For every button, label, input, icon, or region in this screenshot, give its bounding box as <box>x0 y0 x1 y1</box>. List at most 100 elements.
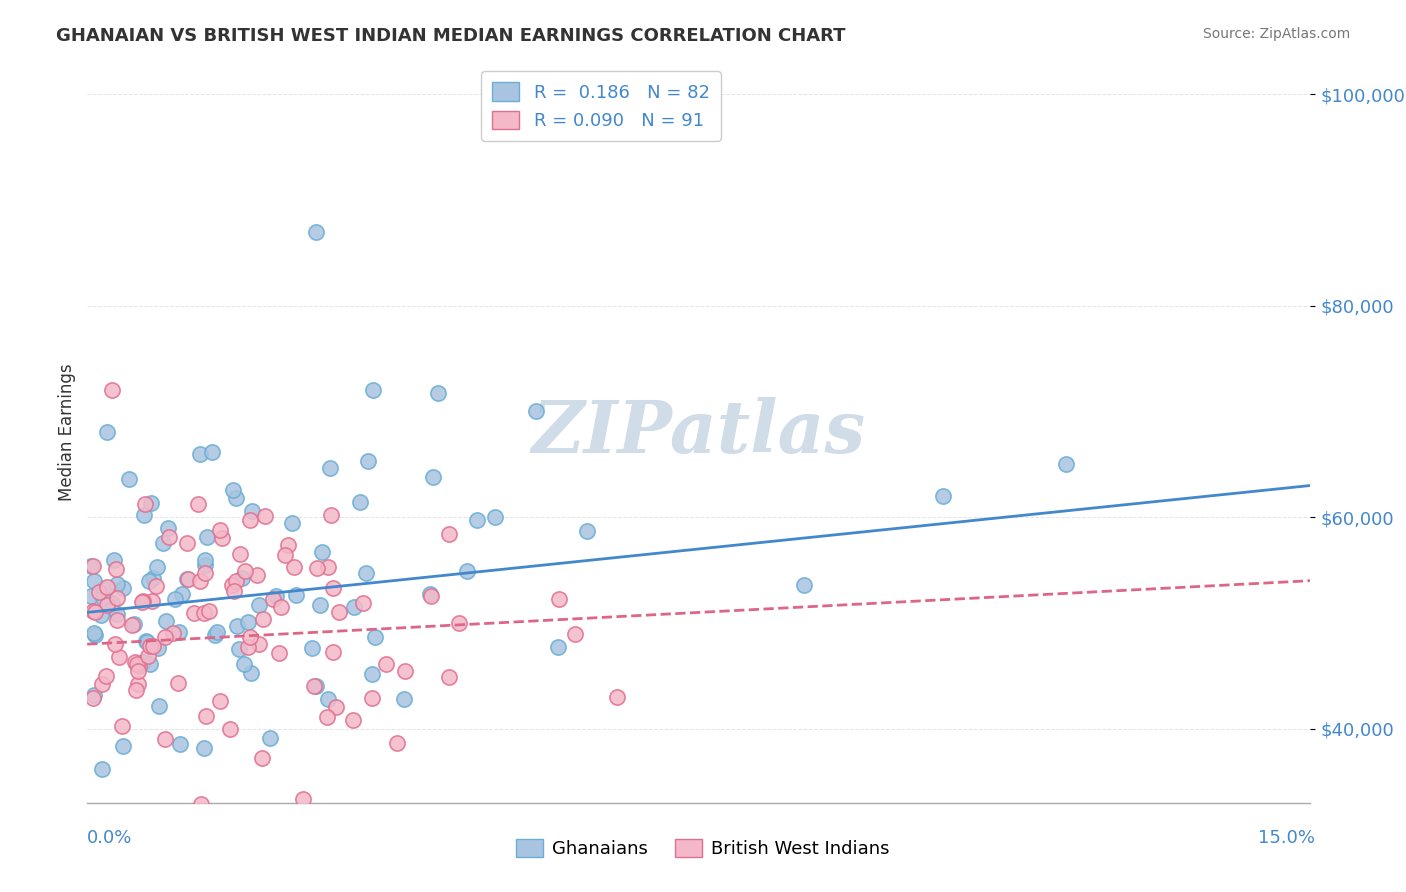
British West Indians <box>209 524 232 538</box>
British West Indians <box>477 840 499 855</box>
British West Indians <box>82 604 104 618</box>
British West Indians <box>125 657 148 671</box>
Ghanaians <box>349 495 371 509</box>
British West Indians <box>225 574 247 589</box>
Ghanaians <box>456 564 478 578</box>
British West Indians <box>127 664 149 678</box>
Ghanaians <box>138 574 160 589</box>
Ghanaians <box>231 571 253 585</box>
Ghanaians <box>188 447 211 461</box>
British West Indians <box>254 509 277 524</box>
British West Indians <box>374 657 396 671</box>
Ghanaians <box>194 553 217 567</box>
British West Indians <box>104 562 127 576</box>
Ghanaians <box>101 596 124 610</box>
British West Indians <box>193 606 215 620</box>
Text: Source: ZipAtlas.com: Source: ZipAtlas.com <box>1202 27 1350 41</box>
Ghanaians <box>103 553 125 567</box>
British West Indians <box>138 640 160 654</box>
Ghanaians <box>240 504 263 518</box>
Ghanaians <box>91 591 114 606</box>
British West Indians <box>153 630 176 644</box>
British West Indians <box>153 732 176 747</box>
British West Indians <box>229 547 252 561</box>
British West Indians <box>177 572 200 586</box>
British West Indians <box>87 585 110 599</box>
British West Indians <box>239 513 262 527</box>
British West Indians <box>247 637 270 651</box>
Legend: Ghanaians, British West Indians: Ghanaians, British West Indians <box>509 831 897 865</box>
British West Indians <box>100 384 122 398</box>
Ghanaians <box>392 692 415 706</box>
Ghanaians <box>91 582 114 596</box>
British West Indians <box>90 677 112 691</box>
Ghanaians <box>259 731 281 746</box>
Ghanaians <box>84 628 107 642</box>
Ghanaians <box>205 624 228 639</box>
British West Indians <box>274 548 297 562</box>
Ghanaians <box>305 680 328 694</box>
Ghanaians <box>932 489 955 503</box>
British West Indians <box>211 531 233 545</box>
Ghanaians <box>118 472 141 486</box>
British West Indians <box>82 690 104 705</box>
Ghanaians <box>142 571 165 585</box>
British West Indians <box>131 594 153 608</box>
British West Indians <box>134 497 156 511</box>
Ghanaians <box>139 657 162 672</box>
British West Indians <box>190 797 212 812</box>
British West Indians <box>145 579 167 593</box>
British West Indians <box>176 536 198 550</box>
Ghanaians <box>145 560 167 574</box>
Ghanaians <box>280 516 302 531</box>
British West Indians <box>84 605 107 619</box>
British West Indians <box>316 710 339 724</box>
British West Indians <box>361 691 384 706</box>
Ghanaians <box>357 453 380 467</box>
Ghanaians <box>576 524 599 539</box>
British West Indians <box>316 560 339 574</box>
Ghanaians <box>361 384 384 398</box>
British West Indians <box>269 646 291 660</box>
British West Indians <box>105 613 128 627</box>
British West Indians <box>157 530 180 544</box>
British West Indians <box>136 649 159 664</box>
Ghanaians <box>1054 458 1077 472</box>
British West Indians <box>292 791 315 805</box>
British West Indians <box>262 592 284 607</box>
Ghanaians <box>422 470 444 484</box>
Text: GHANAIAN VS BRITISH WEST INDIAN MEDIAN EARNINGS CORRELATION CHART: GHANAIAN VS BRITISH WEST INDIAN MEDIAN E… <box>56 27 846 45</box>
British West Indians <box>277 538 299 552</box>
Ghanaians <box>80 589 103 603</box>
British West Indians <box>236 640 259 654</box>
Ghanaians <box>167 624 190 639</box>
Ghanaians <box>132 656 155 670</box>
British West Indians <box>128 658 150 673</box>
Ghanaians <box>176 572 198 586</box>
Text: 0.0%: 0.0% <box>87 829 132 847</box>
British West Indians <box>352 596 374 610</box>
Ghanaians <box>83 688 105 702</box>
British West Indians <box>187 497 209 511</box>
British West Indians <box>252 612 274 626</box>
Ghanaians <box>343 599 366 614</box>
Legend: R =  0.186   N = 82, R = 0.090   N = 91: R = 0.186 N = 82, R = 0.090 N = 91 <box>481 71 720 141</box>
British West Indians <box>127 676 149 690</box>
British West Indians <box>564 627 586 641</box>
British West Indians <box>195 709 218 723</box>
British West Indians <box>121 617 143 632</box>
British West Indians <box>183 606 205 620</box>
Ghanaians <box>197 530 219 544</box>
Ghanaians <box>172 587 194 601</box>
Ghanaians <box>135 635 157 649</box>
British West Indians <box>96 580 118 594</box>
British West Indians <box>420 589 443 603</box>
British West Indians <box>385 737 408 751</box>
Ghanaians <box>236 615 259 629</box>
British West Indians <box>162 625 184 640</box>
British West Indians <box>104 638 127 652</box>
British West Indians <box>321 645 343 659</box>
Ghanaians <box>112 582 135 596</box>
Ghanaians <box>225 491 247 505</box>
Ghanaians <box>165 592 187 607</box>
